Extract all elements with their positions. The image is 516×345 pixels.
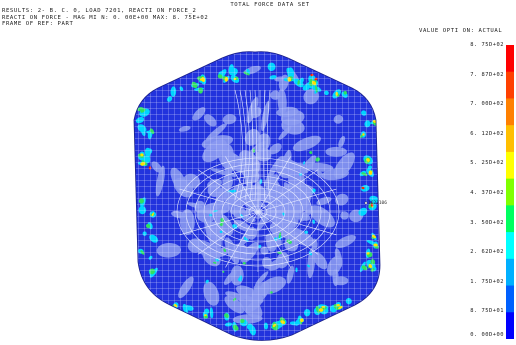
color-legend-bar <box>506 45 514 339</box>
legend-label: 1. 75D+02 <box>470 278 504 285</box>
legend-label: 5. 25D+02 <box>470 160 504 167</box>
mesh-curve <box>244 89 250 201</box>
mesh-curve <box>266 89 271 201</box>
mesh-curve <box>234 89 243 201</box>
legend-label: 2. 62D+02 <box>470 249 504 256</box>
mesh-ray <box>225 156 259 213</box>
legend-label: 3. 50D+02 <box>470 219 504 226</box>
mesh-ray <box>257 211 319 255</box>
legend-label: 7. 00D+02 <box>470 101 504 108</box>
legend-label: 8. 75D+01 <box>470 308 504 315</box>
legend-swatch <box>506 45 514 73</box>
legend-swatch <box>506 312 514 339</box>
legend-swatch <box>506 285 514 313</box>
legend-swatch <box>506 232 514 260</box>
legend-label: 4. 37D+02 <box>470 190 504 196</box>
mesh-curve <box>254 89 257 201</box>
mesh-ray <box>257 169 319 213</box>
frame-of-reference-line: FRAME OF REF: PART <box>2 21 74 27</box>
mesh-curve <box>249 89 254 201</box>
mesh-ray <box>257 211 337 236</box>
legend-label: 8. 75D+02 <box>470 42 504 48</box>
node-id-label: 1621106 <box>368 201 387 206</box>
node-marker-icon <box>364 201 368 205</box>
value-option-label: VALUE OPTI ON: ACTUAL <box>419 28 503 34</box>
legend-swatch <box>506 178 514 206</box>
mesh-curve <box>239 89 247 201</box>
mesh-ray <box>197 211 259 255</box>
legend-swatch <box>506 98 514 126</box>
legend-label: 0. 00D+00 <box>470 332 504 338</box>
legend-label: 6. 12D+02 <box>470 130 504 137</box>
mesh-body <box>134 51 380 341</box>
mesh-ray <box>179 188 259 213</box>
legend-label: 7. 87D+02 <box>470 71 504 78</box>
legend-swatch <box>506 258 514 287</box>
legend-swatch <box>506 71 514 99</box>
reaction-force-range-line: REACTI ON FORCE - MAG MI N: 0. 00E+00 MA… <box>2 14 209 21</box>
legend-swatch <box>506 125 514 153</box>
mesh-ray <box>257 188 337 213</box>
model-outline <box>133 51 381 341</box>
results-info-line: RESULTS: 2- B. C. 0, LOAD 7201, REACTI O… <box>2 8 197 14</box>
mesh-ray <box>197 169 259 213</box>
mesh-ray <box>179 211 259 236</box>
mesh-curve <box>263 89 266 201</box>
mesh-ray <box>225 211 259 268</box>
plot-title: TOTAL FORCE DATA SET <box>230 2 310 8</box>
mesh-ray <box>257 211 291 268</box>
mesh-ray <box>257 156 291 213</box>
legend-swatch <box>506 205 514 233</box>
legend-swatch <box>506 151 514 180</box>
